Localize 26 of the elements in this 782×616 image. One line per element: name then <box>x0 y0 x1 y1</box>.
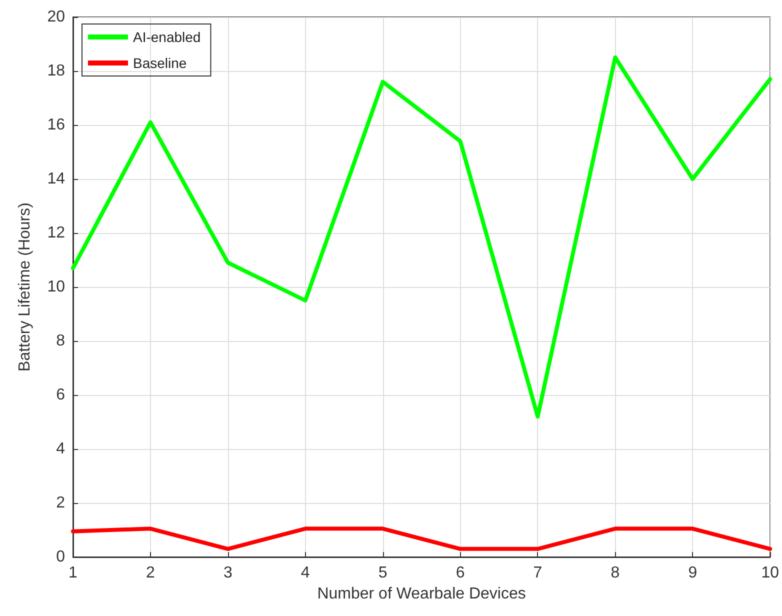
y-tick-label: 8 <box>56 332 66 350</box>
x-tick-label: 1 <box>68 564 78 582</box>
y-tick-label: 14 <box>47 170 66 188</box>
y-tick-label: 0 <box>56 548 66 566</box>
y-tick-label: 16 <box>47 116 66 134</box>
x-tick-label: 4 <box>300 564 310 582</box>
y-tick-label: 6 <box>56 386 66 404</box>
x-tick-label: 3 <box>223 564 232 582</box>
x-tick-label: 6 <box>456 564 465 582</box>
y-tick-label: 12 <box>47 224 66 242</box>
y-tick-label: 4 <box>56 440 66 458</box>
x-tick-label: 2 <box>146 564 156 582</box>
x-axis-title: Number of Wearbale Devices <box>317 585 526 602</box>
x-tick-label: 7 <box>533 564 542 582</box>
x-tick-label: 9 <box>688 564 698 582</box>
y-tick-label: 18 <box>47 62 66 80</box>
y-axis-title: Battery Lifetime (Hours) <box>16 202 34 372</box>
line-series <box>71 56 772 419</box>
x-tick-label: 10 <box>761 564 780 582</box>
y-tick-label: 2 <box>56 494 66 512</box>
y-tick-label: 10 <box>47 278 66 296</box>
x-tick-label: 5 <box>378 564 388 582</box>
y-tick-label: 20 <box>47 8 66 26</box>
legend-label: Baseline <box>133 55 187 71</box>
x-tick-label: 8 <box>610 564 620 582</box>
legend-label: AI-enabled <box>133 29 201 45</box>
